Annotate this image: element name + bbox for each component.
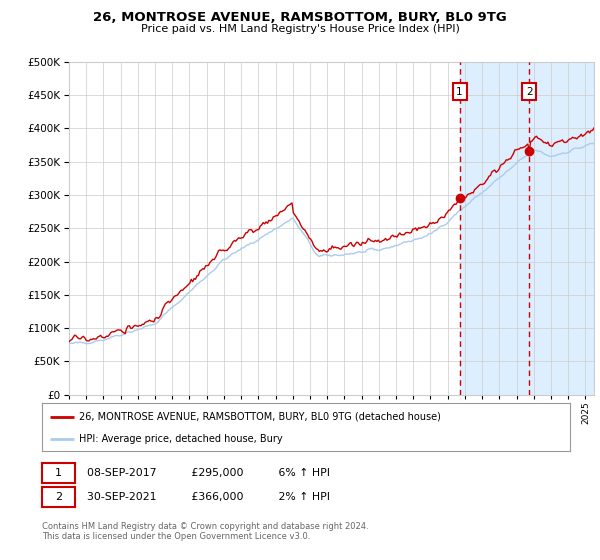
- Text: 2: 2: [55, 492, 62, 502]
- Text: Contains HM Land Registry data © Crown copyright and database right 2024.
This d: Contains HM Land Registry data © Crown c…: [42, 522, 368, 542]
- Text: HPI: Average price, detached house, Bury: HPI: Average price, detached house, Bury: [79, 434, 283, 444]
- Bar: [460, 62, 594, 395]
- Text: 26, MONTROSE AVENUE, RAMSBOTTOM, BURY, BL0 9TG (detached house): 26, MONTROSE AVENUE, RAMSBOTTOM, BURY, B…: [79, 412, 441, 422]
- Text: 1: 1: [55, 468, 62, 478]
- Text: 08-SEP-2017          £295,000          6% ↑ HPI: 08-SEP-2017 £295,000 6% ↑ HPI: [87, 468, 330, 478]
- Text: 2: 2: [526, 87, 533, 96]
- Text: 30-SEP-2021          £366,000          2% ↑ HPI: 30-SEP-2021 £366,000 2% ↑ HPI: [87, 492, 330, 502]
- Text: 26, MONTROSE AVENUE, RAMSBOTTOM, BURY, BL0 9TG: 26, MONTROSE AVENUE, RAMSBOTTOM, BURY, B…: [93, 11, 507, 24]
- Text: Price paid vs. HM Land Registry's House Price Index (HPI): Price paid vs. HM Land Registry's House …: [140, 24, 460, 34]
- Text: 1: 1: [456, 87, 463, 96]
